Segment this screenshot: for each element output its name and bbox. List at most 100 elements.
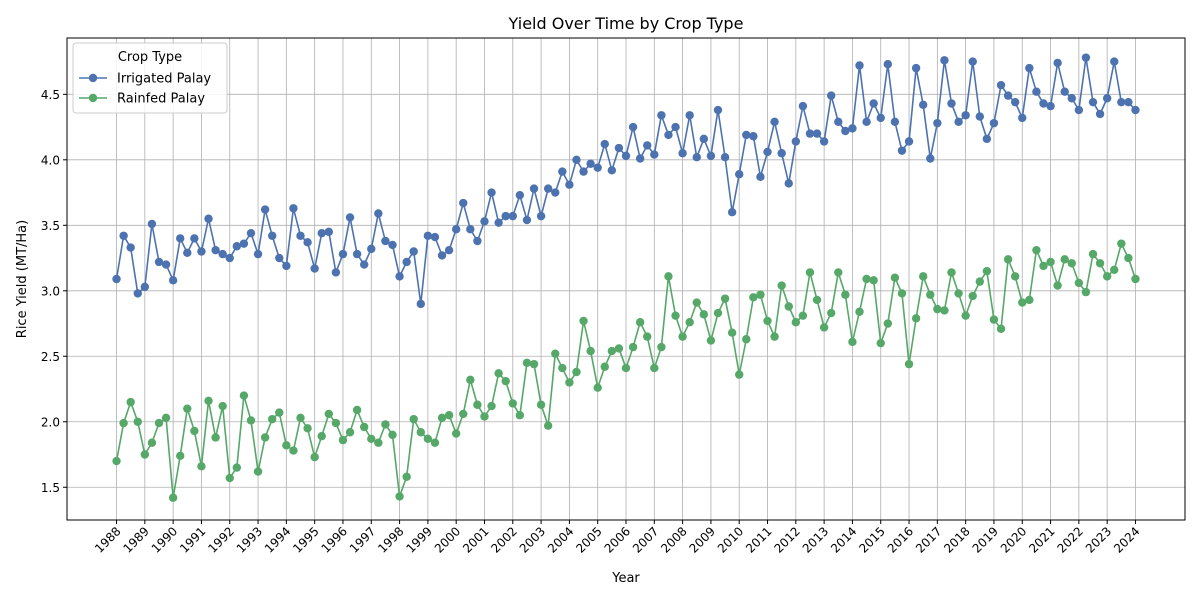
data-point [430, 438, 440, 447]
data-point [713, 308, 723, 318]
data-point [473, 400, 482, 409]
data-point [522, 215, 532, 225]
data-point [444, 245, 454, 255]
data-point [784, 302, 793, 311]
data-point [367, 244, 376, 254]
data-point [869, 276, 878, 285]
data-point [126, 243, 135, 252]
data-point [791, 137, 801, 146]
data-point [1025, 63, 1034, 73]
data-point [232, 463, 242, 472]
data-point [614, 143, 624, 153]
data-point [1095, 109, 1105, 119]
data-point [593, 383, 602, 392]
data-point [706, 151, 716, 161]
data-point [494, 369, 503, 378]
data-point [621, 363, 631, 373]
data-point [529, 184, 539, 193]
data-point [487, 401, 496, 411]
data-point [501, 211, 510, 221]
data-point [586, 159, 595, 168]
data-point [727, 208, 737, 217]
data-point [897, 289, 907, 298]
y-tick-label: 3.0 [41, 284, 60, 298]
data-point [1131, 105, 1140, 115]
data-point [1067, 94, 1076, 103]
data-point [791, 318, 801, 327]
data-point [784, 179, 793, 188]
data-point [331, 268, 341, 277]
data-point [947, 268, 956, 277]
data-point [1117, 239, 1126, 248]
data-point [197, 247, 206, 256]
data-point [1117, 97, 1126, 107]
data-point [359, 422, 369, 432]
data-point [1060, 255, 1069, 264]
data-point [657, 111, 666, 120]
data-point [416, 428, 425, 437]
data-point [1046, 101, 1055, 111]
data-point [628, 342, 638, 352]
y-axis-label: Rice Yield (MT/Ha) [15, 220, 30, 338]
data-point [933, 118, 942, 128]
data-point [501, 376, 510, 386]
data-point [147, 219, 157, 229]
data-point [480, 412, 489, 421]
legend-label: Irrigated Palay [117, 72, 211, 87]
data-point [402, 472, 411, 481]
data-point [1074, 278, 1084, 288]
data-point [1053, 281, 1062, 290]
data-point [268, 414, 277, 424]
data-point [239, 391, 249, 400]
data-point [367, 434, 376, 443]
data-point [954, 117, 963, 127]
data-point [685, 318, 694, 327]
data-point [147, 438, 157, 447]
data-point [565, 180, 574, 189]
data-point [168, 493, 178, 502]
data-point [176, 451, 185, 461]
data-point [926, 154, 935, 163]
data-point [374, 438, 383, 447]
data-point [1003, 255, 1013, 264]
data-point [176, 234, 185, 243]
data-point [933, 304, 942, 314]
data-point [1046, 257, 1055, 267]
data-point [657, 342, 666, 352]
data-point [303, 424, 312, 433]
data-point [756, 172, 765, 182]
data-point [692, 152, 701, 162]
data-point [1074, 105, 1084, 115]
data-point [996, 324, 1006, 333]
data-point [763, 316, 772, 326]
data-point [876, 338, 885, 348]
series-2 [112, 239, 1140, 502]
data-point [268, 231, 277, 240]
data-point [692, 298, 701, 307]
data-point [1088, 97, 1098, 107]
data-point [742, 130, 751, 140]
data-point [848, 124, 857, 133]
data-point [190, 426, 199, 436]
data-point [1124, 253, 1133, 263]
data-point [352, 405, 362, 415]
data-point [678, 332, 687, 341]
data-point [713, 105, 723, 115]
data-point [926, 290, 935, 299]
data-point [982, 134, 992, 144]
data-point [324, 227, 334, 237]
data-point [777, 149, 786, 158]
data-point [338, 249, 348, 259]
data-point [763, 147, 772, 157]
data-point [494, 218, 503, 227]
data-point [727, 328, 737, 337]
data-point [1018, 298, 1027, 307]
data-point [862, 117, 871, 127]
data-point [480, 217, 489, 226]
data-point [1081, 287, 1091, 297]
data-point [1018, 113, 1027, 123]
data-point [749, 132, 758, 141]
data-point [246, 416, 256, 425]
data-point [798, 311, 808, 320]
data-point [1032, 245, 1041, 255]
